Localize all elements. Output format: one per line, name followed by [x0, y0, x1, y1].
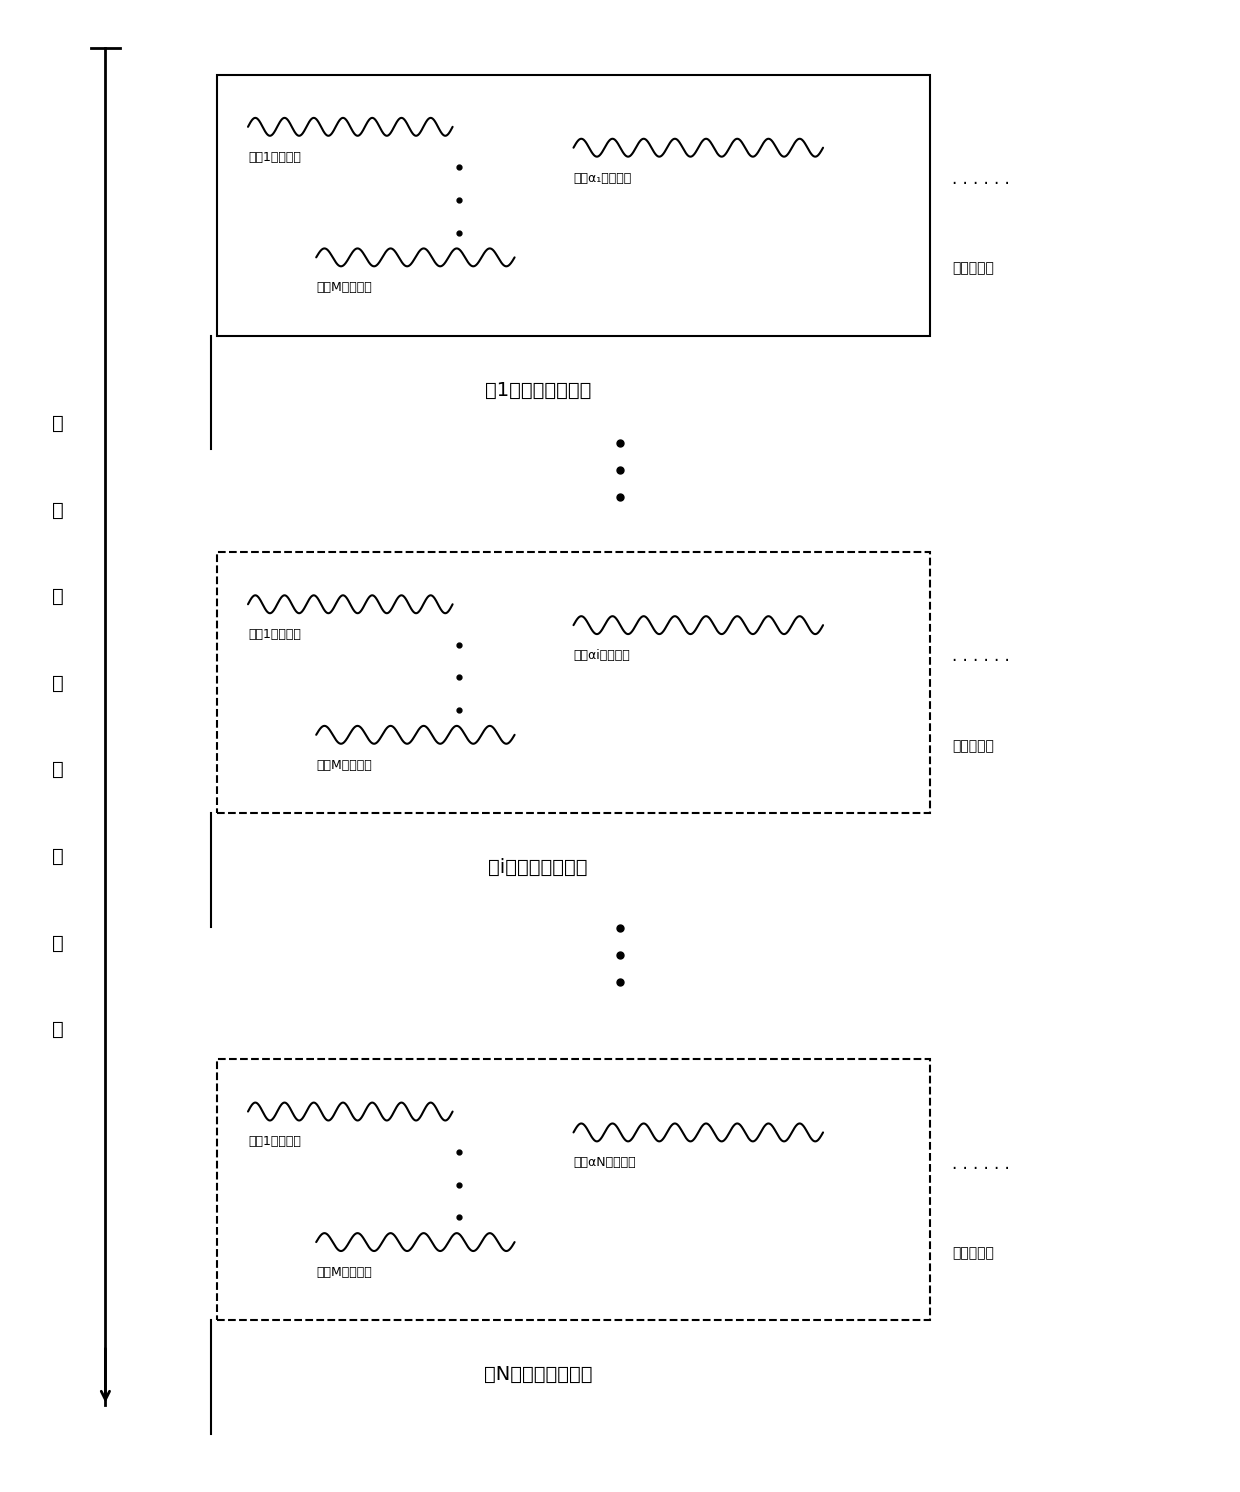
- Text: 一: 一: [52, 415, 64, 433]
- Text: 波位1目标探测: 波位1目标探测: [248, 151, 301, 164]
- Text: . . . . . .: . . . . . .: [952, 170, 1011, 188]
- Bar: [217, 1059, 930, 1320]
- Text: 波位1目标探测: 波位1目标探测: [248, 628, 301, 642]
- Text: 个: 个: [52, 501, 64, 519]
- Text: 不同方位向: 不同方位向: [952, 739, 994, 753]
- Text: 周: 周: [52, 934, 64, 952]
- Text: 测: 测: [52, 847, 64, 865]
- Text: 波位M目标探测: 波位M目标探测: [316, 280, 372, 294]
- Text: 探: 探: [52, 761, 64, 779]
- Text: 不同方位向: 不同方位向: [952, 1246, 994, 1261]
- Text: 第N圈目标监视周期: 第N圈目标监视周期: [484, 1365, 591, 1385]
- Text: 波位1目标探测: 波位1目标探测: [248, 1135, 301, 1149]
- Bar: [217, 75, 930, 336]
- Text: 波位α₁气象探测: 波位α₁气象探测: [573, 172, 631, 185]
- Text: . . . . . .: . . . . . .: [952, 648, 1011, 665]
- Text: 象: 象: [52, 674, 64, 692]
- Text: 波位αN气象探测: 波位αN气象探测: [573, 1156, 636, 1170]
- Text: 波位M目标探测: 波位M目标探测: [316, 1265, 372, 1279]
- Text: . . . . . .: . . . . . .: [952, 1155, 1011, 1173]
- Text: 气: 气: [52, 588, 64, 606]
- Text: 第1圈目标监视周期: 第1圈目标监视周期: [485, 380, 591, 400]
- Text: 波位αi气象探测: 波位αi气象探测: [573, 649, 630, 662]
- Text: 波位M目标探测: 波位M目标探测: [316, 758, 372, 771]
- Text: 不同方位向: 不同方位向: [952, 261, 994, 276]
- Text: 第i圈目标监视周期: 第i圈目标监视周期: [489, 858, 588, 877]
- Bar: [217, 552, 930, 813]
- Text: 期: 期: [52, 1021, 64, 1038]
